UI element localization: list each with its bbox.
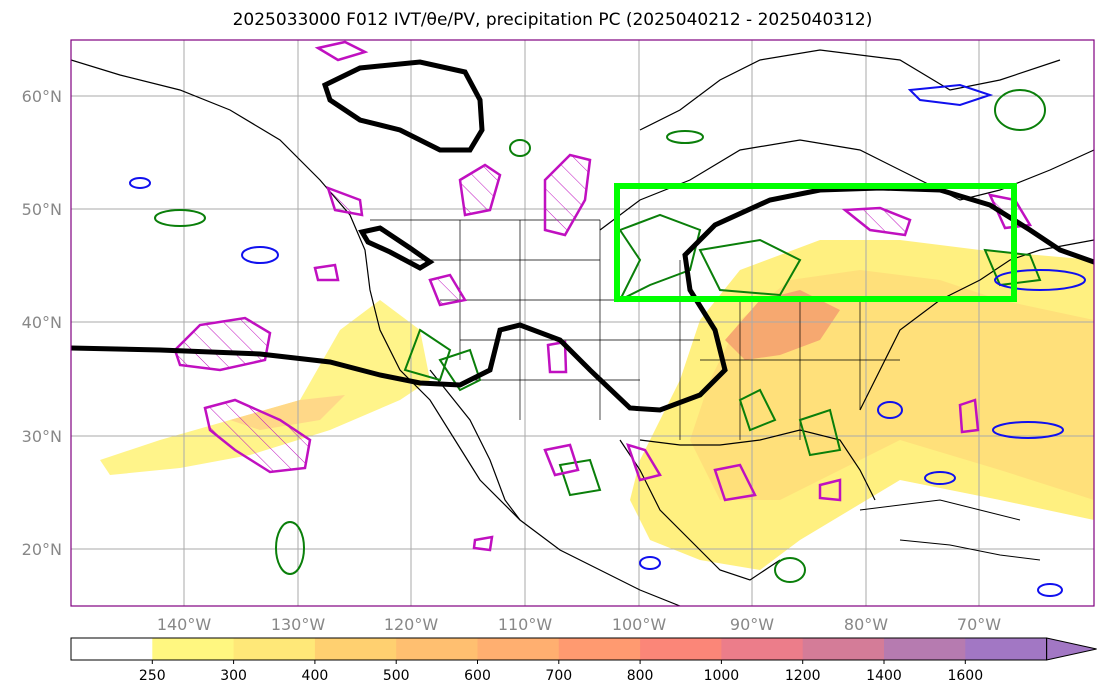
colorbar-tick-label: 600 [464, 668, 491, 684]
colorbar-segment [558, 638, 641, 660]
lon-label-120w: 120°W [384, 615, 439, 634]
colorbar-segment [71, 638, 153, 660]
map-frame [70, 39, 1095, 607]
colorbar-segment [396, 638, 478, 660]
lon-label-140w: 140°W [157, 615, 212, 634]
colorbar-tick-label: 1600 [947, 668, 983, 684]
colorbar-tick-label: 700 [545, 668, 572, 684]
colorbar-segment [477, 638, 560, 660]
colorbar-segment [721, 638, 804, 660]
ivt-pacific-plume [100, 300, 430, 475]
lon-label-90w: 90°W [730, 615, 774, 634]
colorbar-extend-arrow [1046, 637, 1097, 661]
colorbar-segment [965, 638, 1048, 660]
colorbar-segment [802, 638, 885, 660]
lon-labels: 140°W 130°W 120°W 110°W 100°W 90°W 80°W … [157, 615, 1001, 634]
colorbar: 250 300 400 500 600 700 800 1000 1200 1400 1600 [70, 637, 1097, 684]
colorbar-tick-label: 1200 [785, 668, 821, 684]
colorbar-tick-label: 1000 [704, 668, 740, 684]
lat-label-30: 30°N [22, 427, 62, 446]
lon-label-100w: 100°W [612, 615, 667, 634]
highlight-box [614, 183, 1017, 302]
precip-pc-contours [173, 40, 1033, 552]
lat-label-20: 20°N [22, 540, 62, 559]
colorbar-segment [152, 638, 235, 660]
pv-contours [154, 89, 1046, 583]
lat-label-50: 50°N [22, 200, 62, 219]
coastlines [71, 49, 1094, 606]
colorbar-tick-label: 500 [383, 668, 410, 684]
colorbar-segment [884, 638, 966, 660]
colorbar-segment [640, 638, 722, 660]
theta-e-contours [129, 83, 1086, 597]
lon-label-130w: 130°W [271, 615, 326, 634]
colorbar-segment [233, 638, 316, 660]
lat-labels: 60°N 50°N 40°N 30°N 20°N [22, 87, 62, 559]
lon-label-80w: 80°W [844, 615, 888, 634]
lon-label-110w: 110°W [498, 615, 553, 634]
lat-label-40: 40°N [22, 313, 62, 332]
colorbar-tick-label: 250 [139, 668, 166, 684]
colorbar-tick-label: 400 [302, 668, 329, 684]
lon-label-70w: 70°W [957, 615, 1001, 634]
colorbar-tick-label: 800 [627, 668, 654, 684]
colorbar-tick-label: 1400 [866, 668, 902, 684]
map-grid [71, 40, 1094, 606]
lat-label-60: 60°N [22, 87, 62, 106]
colorbar-tick-label: 300 [220, 668, 247, 684]
colorbar-segment [314, 638, 397, 660]
ivt-core [725, 290, 840, 360]
chart-title: 2025033000 F012 IVT/θe/PV, precipitation… [232, 10, 873, 30]
